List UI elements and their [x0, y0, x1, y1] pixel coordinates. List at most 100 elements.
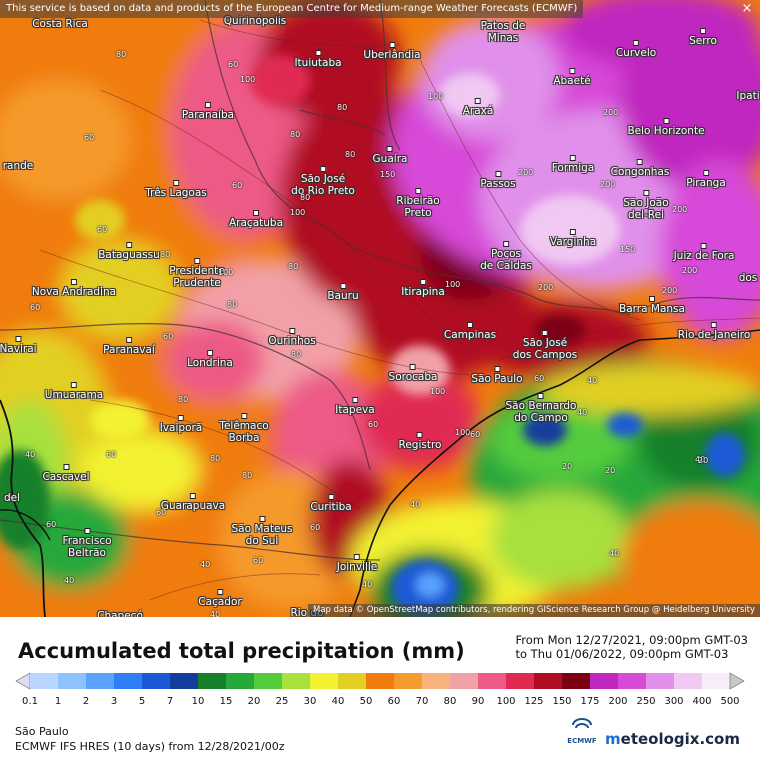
- city-label: Londrina: [187, 350, 233, 369]
- close-icon[interactable]: ×: [741, 1, 753, 16]
- city-marker: [288, 328, 295, 334]
- city-marker: [354, 554, 360, 560]
- contour-label: 100: [455, 428, 471, 437]
- city-name: Barra Mansa: [619, 303, 685, 315]
- contour-label: 20: [605, 466, 616, 475]
- color-bar-segment: [702, 673, 731, 689]
- city-name: Cascavel: [42, 471, 90, 483]
- color-bar-segment: [394, 673, 423, 689]
- city-label: Ourinhos: [268, 328, 316, 347]
- city-marker: [415, 188, 421, 194]
- city-marker: [475, 98, 481, 104]
- color-bar-segment: [646, 673, 675, 689]
- color-bar-tick: 10: [191, 696, 205, 707]
- city-name: Caçador: [198, 596, 242, 608]
- city-name: Curitiba: [310, 501, 352, 513]
- city-name: Guaíra: [372, 153, 408, 165]
- city-label: Abaeté: [553, 68, 591, 87]
- city-marker: [193, 258, 200, 264]
- contour-label: 40: [410, 500, 421, 509]
- legend-title: Accumulated total precipitation (mm): [18, 639, 465, 663]
- city-name: Minas: [487, 32, 519, 44]
- color-bar-tick: 15: [219, 696, 233, 707]
- city-name: Campinas: [443, 329, 497, 341]
- city-label: Rio de Janeiro: [677, 322, 751, 341]
- city-marker: [339, 283, 346, 289]
- contour-label: 40: [587, 376, 598, 385]
- legend-panel: Accumulated total precipitation (mm) Fro…: [0, 617, 760, 760]
- city-name: Borba: [228, 432, 260, 444]
- contour-label: 60: [228, 60, 239, 69]
- city-label: Barra Mansa: [619, 296, 685, 315]
- city-name: Preto: [404, 207, 432, 219]
- color-bar-segment: [562, 673, 591, 689]
- precipitation-map[interactable]: Costa Rica Quirinópolis Patos de Minas Serro…: [0, 0, 760, 617]
- city-label: Patos de Minas: [481, 20, 526, 44]
- city-name: Francisco: [62, 535, 112, 547]
- city-label: Joinville: [336, 554, 378, 573]
- city-marker: [259, 516, 265, 522]
- city-name: Formiga: [551, 162, 595, 174]
- contour-label: 100: [430, 387, 446, 396]
- city-name: São Bernardo: [505, 400, 577, 412]
- color-bar-segment: [310, 673, 339, 689]
- city-label: Paranaíba: [182, 102, 234, 121]
- color-bar-segment: [674, 673, 703, 689]
- color-bar-tick: 70: [415, 696, 429, 707]
- city-name: Umuarama: [44, 389, 104, 401]
- meteologix-logo-text: eteologix.com: [620, 730, 740, 748]
- color-bar-arrow-high: [729, 672, 745, 690]
- city-name: do Sul: [245, 535, 279, 547]
- contour-label: 60: [97, 225, 108, 234]
- city-marker: [569, 229, 576, 235]
- city-label: Serro: [689, 28, 717, 47]
- contour-label: 60: [156, 508, 167, 517]
- city-label: Ribeirão Preto: [396, 188, 440, 219]
- color-bar-tick: 7: [166, 696, 174, 707]
- city-name: Rio de Janeiro: [677, 329, 751, 341]
- city-marker: [62, 464, 69, 470]
- color-bar: [15, 672, 745, 690]
- city-label: Quirinópolis: [224, 15, 287, 27]
- ecmwf-logo-icon: [572, 718, 592, 729]
- color-bar-segment: [506, 673, 535, 689]
- city-marker: [410, 364, 416, 370]
- city-label: Araxá: [463, 98, 493, 117]
- contour-label: 200: [538, 283, 554, 292]
- city-name: do Rio Preto: [291, 185, 355, 197]
- color-bar-segment: [198, 673, 227, 689]
- contour-label: 100: [290, 208, 306, 217]
- city-name: Paranaíba: [181, 109, 235, 121]
- color-bar-tick: 60: [387, 696, 401, 707]
- color-bar-tick: 2: [82, 696, 90, 707]
- city-name: Belo Horizonte: [627, 125, 705, 137]
- contour-label: 20: [562, 462, 573, 471]
- color-bar-segment: [590, 673, 619, 689]
- city-name: Costa Rica: [32, 18, 88, 30]
- contour-label: 60: [84, 133, 95, 142]
- contour-label: 80: [291, 350, 302, 359]
- city-marker: [327, 494, 334, 500]
- contour-label: 60: [30, 303, 41, 312]
- color-bar-segment: [86, 673, 115, 689]
- period-from: From Mon 12/27/2021, 09:00pm GMT-03: [515, 633, 748, 647]
- city-name: São José: [522, 337, 568, 349]
- city-label: rande: [3, 160, 34, 172]
- color-bar-tick: 40: [331, 696, 345, 707]
- city-name: Sorocaba: [388, 371, 438, 383]
- city-marker: [205, 102, 211, 108]
- city-name: Joinville: [336, 561, 378, 573]
- color-bar-tick: 300: [664, 696, 684, 707]
- contour-label: 80: [300, 193, 311, 202]
- color-bar-segment: [30, 673, 59, 689]
- meteologix-logo[interactable]: meteologix.com: [605, 730, 740, 748]
- contour-label: 80: [242, 471, 253, 480]
- city-marker: [570, 155, 576, 161]
- city-label: Nova Andradina: [32, 279, 116, 298]
- color-bar-segment: [142, 673, 171, 689]
- city-label: Campinas: [444, 322, 496, 341]
- contour-label: 40: [362, 580, 373, 589]
- city-label: Registro: [399, 432, 441, 451]
- city-label: Bauru: [327, 283, 359, 302]
- contour-label: 60: [470, 430, 481, 439]
